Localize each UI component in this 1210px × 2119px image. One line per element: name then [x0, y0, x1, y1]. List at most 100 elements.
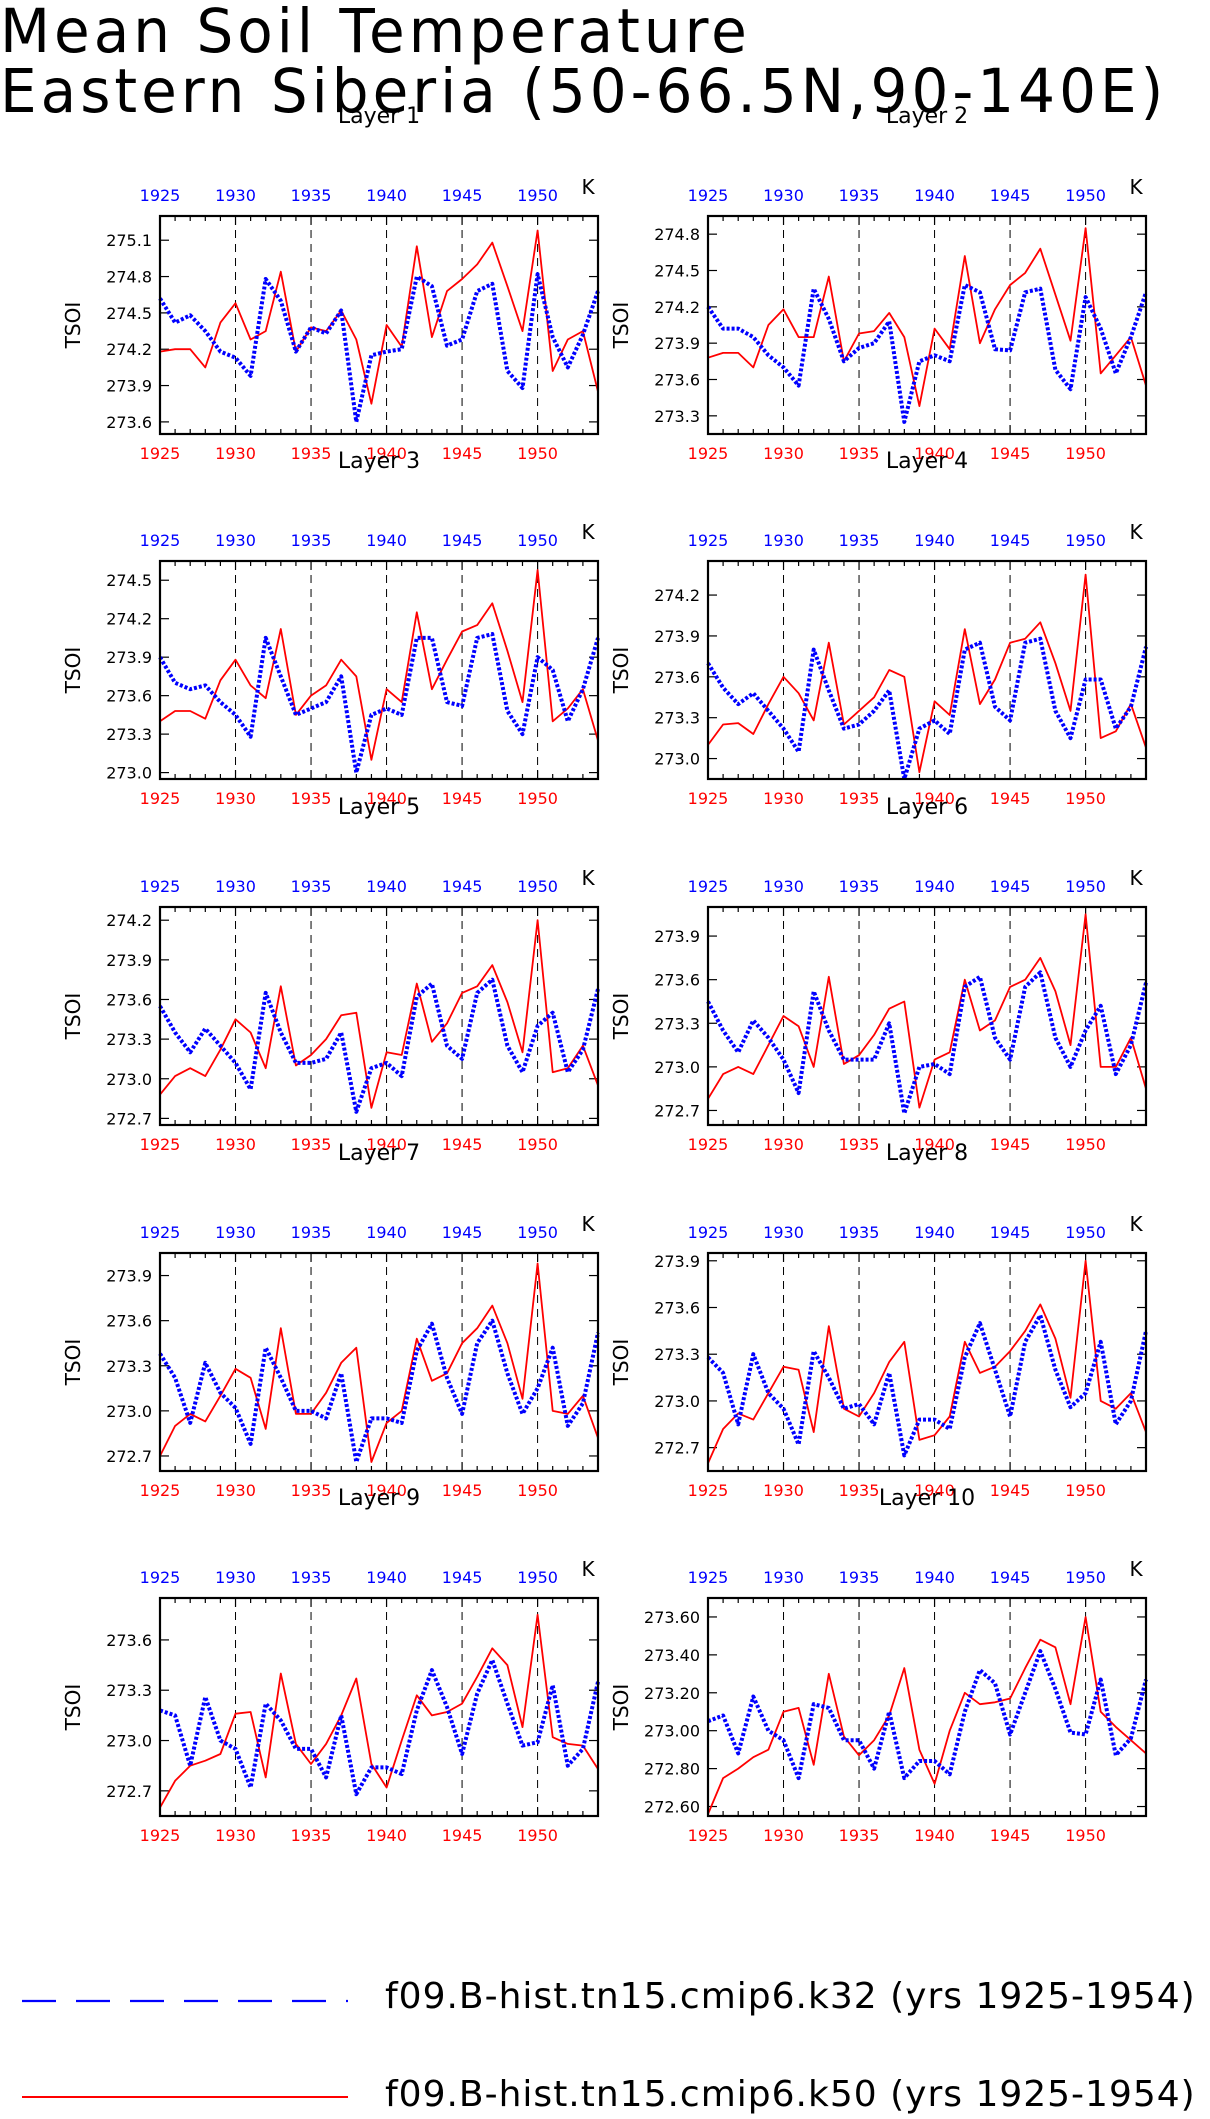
bottom-tick-label: 1945 — [990, 1826, 1031, 1845]
y-tick-label: 273.6 — [654, 668, 700, 687]
unit-label: K — [581, 1557, 595, 1581]
bottom-tick-label: 1950 — [1065, 1135, 1106, 1154]
unit-label: K — [1129, 175, 1143, 199]
y-tick-label: 273.9 — [654, 627, 700, 646]
bottom-tick-label: 1930 — [763, 1135, 804, 1154]
series-k50-line — [159, 1613, 599, 1809]
top-tick-label: 1935 — [291, 531, 332, 550]
series-k32-line — [158, 632, 600, 775]
y-tick-label: 273.3 — [106, 725, 152, 744]
top-tick-label: 1935 — [839, 1568, 880, 1587]
plot-frame — [706, 1596, 1148, 1818]
y-tick-label: 273.3 — [106, 1030, 152, 1049]
top-tick-label: 1935 — [839, 531, 880, 550]
series-k50-line — [707, 1259, 1147, 1464]
series-k50-line — [159, 229, 599, 405]
top-tick-label: 1930 — [215, 1223, 256, 1242]
y-tick-label: 274.5 — [106, 304, 152, 323]
panel-layer-10: Layer 10 1925 1930 1935 1940 1945 1950 K 272.60 2… — [609, 1486, 1148, 1845]
y-tick-label: 273.0 — [654, 1058, 700, 1077]
plot-frame — [706, 214, 1148, 436]
bottom-tick-label: 1945 — [442, 1481, 483, 1500]
panel-layer-8: Layer 8 1925 1930 1935 1940 1945 1950 K 272.7 273… — [609, 1141, 1148, 1500]
top-tick-label: 1925 — [140, 877, 181, 896]
series-k50-line — [707, 227, 1147, 408]
panel-layer-2: Layer 2 1925 1930 1935 1940 1945 1950 K 273.3 273… — [609, 104, 1148, 463]
bottom-tick-label: 1930 — [215, 1826, 256, 1845]
series-k32-line — [706, 970, 1148, 1116]
bottom-tick-label: 1930 — [763, 1826, 804, 1845]
top-tick-label: 1925 — [688, 531, 729, 550]
plot-frame — [158, 905, 600, 1127]
y-axis-label: TSOI — [61, 1339, 85, 1387]
y-tick-label: 273.9 — [106, 377, 152, 396]
y-tick-label: 273.0 — [106, 1732, 152, 1751]
series-k50-line — [159, 919, 599, 1109]
top-tick-label: 1950 — [1065, 1568, 1106, 1587]
top-tick-label: 1925 — [140, 186, 181, 205]
top-tick-label: 1940 — [366, 877, 407, 896]
panel-title: Layer 9 — [338, 1486, 420, 1511]
legend-label-k32: f09.B-hist.tn15.cmip6.k32 (yrs 1925-1954… — [385, 1976, 1196, 2017]
bottom-tick-label: 1925 — [688, 444, 729, 463]
bottom-tick-label: 1925 — [688, 789, 729, 808]
series-k32-line — [158, 272, 600, 424]
bottom-tick-label: 1945 — [990, 789, 1031, 808]
y-tick-label: 273.6 — [106, 687, 152, 706]
series-k50-line — [159, 569, 599, 761]
top-tick-label: 1940 — [914, 531, 955, 550]
top-tick-label: 1950 — [517, 531, 558, 550]
y-tick-label: 274.2 — [106, 911, 152, 930]
chart-title-line-2: Eastern Siberia (50-66.5N,90-140E) — [0, 55, 1168, 127]
bottom-tick-label: 1945 — [990, 444, 1031, 463]
plot-frame — [158, 1596, 600, 1818]
y-tick-label: 273.3 — [654, 1014, 700, 1033]
y-tick-label: 273.9 — [106, 648, 152, 667]
series-k32-line — [706, 636, 1148, 781]
y-axis-label: TSOI — [609, 647, 633, 695]
top-tick-label: 1940 — [914, 1568, 955, 1587]
top-tick-label: 1945 — [442, 1568, 483, 1587]
bottom-tick-label: 1935 — [839, 1481, 880, 1500]
y-tick-label: 274.5 — [654, 262, 700, 281]
bottom-tick-label: 1935 — [839, 444, 880, 463]
bottom-tick-label: 1950 — [517, 1135, 558, 1154]
bottom-tick-label: 1930 — [763, 1481, 804, 1500]
y-tick-label: 273.0 — [106, 1070, 152, 1089]
panel-title: Layer 10 — [879, 1486, 975, 1511]
top-tick-label: 1935 — [291, 186, 332, 205]
series-k32-line — [159, 1658, 600, 1797]
bottom-tick-label: 1935 — [291, 1481, 332, 1500]
panel-title: Layer 4 — [886, 449, 968, 474]
bottom-tick-label: 1945 — [442, 444, 483, 463]
top-tick-label: 1940 — [366, 531, 407, 550]
top-tick-label: 1925 — [140, 1223, 181, 1242]
y-tick-label: 273.6 — [654, 971, 700, 990]
top-tick-label: 1930 — [215, 531, 256, 550]
panel-title: Layer 5 — [338, 795, 420, 820]
y-tick-label: 274.5 — [106, 571, 152, 590]
unit-label: K — [1129, 520, 1143, 544]
bottom-tick-label: 1950 — [1065, 1826, 1106, 1845]
y-tick-label: 273.9 — [654, 1252, 700, 1271]
y-tick-label: 273.9 — [106, 1267, 152, 1286]
y-tick-label: 274.8 — [654, 225, 700, 244]
panel-layer-4: Layer 4 1925 1930 1935 1940 1945 1950 K 273.0 273… — [609, 449, 1148, 808]
bottom-tick-label: 1925 — [140, 444, 181, 463]
unit-label: K — [1129, 1557, 1143, 1581]
y-tick-label: 273.9 — [654, 334, 700, 353]
y-axis-label: TSOI — [61, 1684, 85, 1732]
y-tick-label: 272.60 — [644, 1798, 700, 1817]
bottom-tick-label: 1945 — [442, 1826, 483, 1845]
y-tick-label: 273.20 — [644, 1684, 700, 1703]
top-tick-label: 1950 — [1065, 186, 1106, 205]
plot-frame — [158, 559, 600, 781]
top-tick-label: 1940 — [914, 186, 955, 205]
top-tick-label: 1930 — [763, 877, 804, 896]
top-tick-label: 1950 — [517, 877, 558, 896]
y-tick-label: 273.0 — [654, 1392, 700, 1411]
bottom-tick-label: 1945 — [990, 1481, 1031, 1500]
top-tick-label: 1945 — [442, 877, 483, 896]
bottom-tick-label: 1930 — [763, 444, 804, 463]
